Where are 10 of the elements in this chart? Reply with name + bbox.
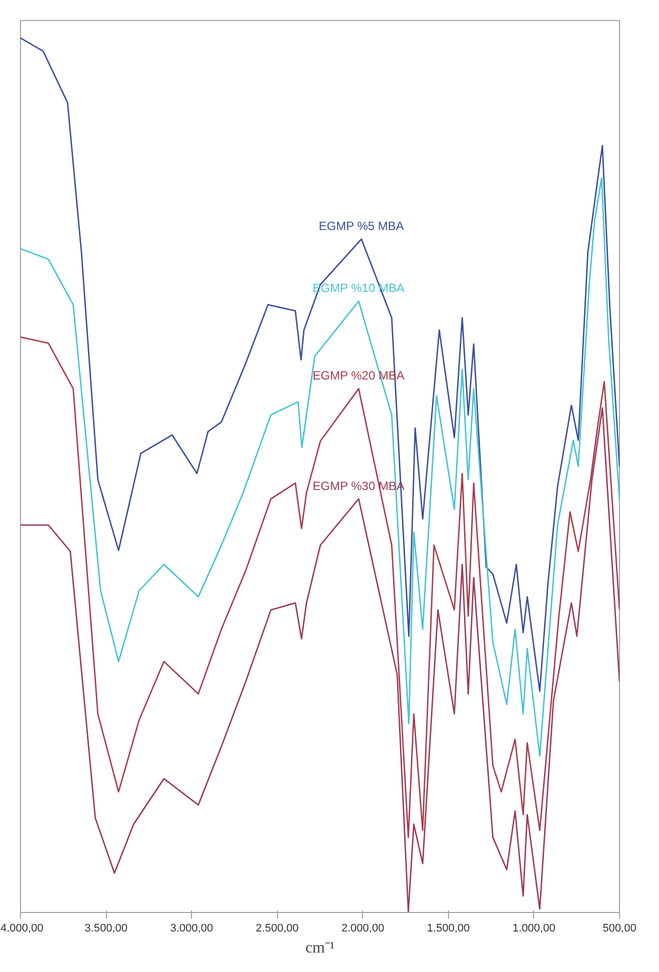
x-tick-label: 3.500,00 xyxy=(84,922,128,934)
series-label: EGMP %5 MBA xyxy=(318,219,404,234)
x-tick-label: 4.000,00 xyxy=(0,922,44,934)
x-tick-label: 3.000,00 xyxy=(170,922,214,934)
x-tick-label: 2.500,00 xyxy=(256,922,299,934)
x-tick-label: 500,00 xyxy=(602,922,636,934)
x-axis-title: cm⁻¹ xyxy=(305,940,335,956)
x-tick-label: 1.000,00 xyxy=(512,922,556,934)
x-tick-label: 1.500,00 xyxy=(426,922,470,934)
x-tick-label: 2.000,00 xyxy=(341,922,384,934)
